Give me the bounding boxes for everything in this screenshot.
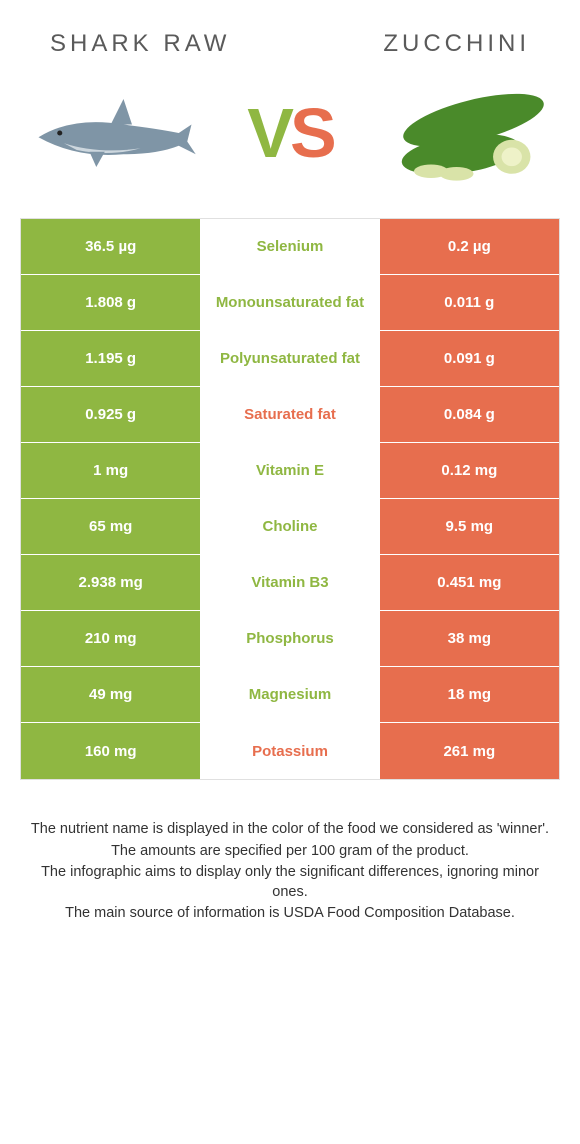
nutrient-name: Phosphorus (200, 611, 379, 666)
title-right: ZUCCHINI (383, 30, 530, 58)
value-left: 0.925 g (21, 387, 200, 442)
value-right: 0.2 µg (380, 219, 559, 274)
table-row: 0.925 gSaturated fat0.084 g (21, 387, 559, 443)
value-left: 1.195 g (21, 331, 200, 386)
title-left: SHARK RAW (50, 30, 230, 58)
value-right: 38 mg (380, 611, 559, 666)
titles-row: SHARK RAW ZUCCHINI (0, 0, 580, 68)
nutrient-name: Choline (200, 499, 379, 554)
nutrient-name: Magnesium (200, 667, 379, 722)
value-right: 0.451 mg (380, 555, 559, 610)
value-left: 2.938 mg (21, 555, 200, 610)
vs-v: V (247, 93, 290, 173)
table-row: 2.938 mgVitamin B30.451 mg (21, 555, 559, 611)
table-row: 65 mgCholine9.5 mg (21, 499, 559, 555)
value-left: 49 mg (21, 667, 200, 722)
nutrient-name: Vitamin E (200, 443, 379, 498)
table-row: 160 mgPotassium261 mg (21, 723, 559, 779)
value-right: 261 mg (380, 723, 559, 779)
hero-row: VS (0, 68, 580, 218)
nutrient-name: Vitamin B3 (200, 555, 379, 610)
footer-line: The infographic aims to display only the… (30, 863, 550, 902)
value-left: 1.808 g (21, 275, 200, 330)
nutrient-name: Selenium (200, 219, 379, 274)
value-right: 0.091 g (380, 331, 559, 386)
footer-line: The amounts are specified per 100 gram o… (30, 842, 550, 862)
nutrition-table: 36.5 µgSelenium0.2 µg1.808 gMonounsatura… (20, 218, 560, 780)
vs-label: VS (247, 93, 332, 173)
table-row: 49 mgMagnesium18 mg (21, 667, 559, 723)
table-row: 210 mgPhosphorus38 mg (21, 611, 559, 667)
table-row: 1 mgVitamin E0.12 mg (21, 443, 559, 499)
table-row: 36.5 µgSelenium0.2 µg (21, 219, 559, 275)
footer-notes: The nutrient name is displayed in the co… (0, 780, 580, 924)
value-left: 36.5 µg (21, 219, 200, 274)
value-left: 65 mg (21, 499, 200, 554)
value-right: 0.011 g (380, 275, 559, 330)
value-left: 1 mg (21, 443, 200, 498)
shark-image (30, 78, 200, 188)
table-row: 1.808 gMonounsaturated fat0.011 g (21, 275, 559, 331)
footer-line: The nutrient name is displayed in the co… (30, 820, 550, 840)
vs-s: S (290, 93, 333, 173)
footer-line: The main source of information is USDA F… (30, 904, 550, 924)
zucchini-image (380, 78, 550, 188)
nutrient-name: Polyunsaturated fat (200, 331, 379, 386)
table-row: 1.195 gPolyunsaturated fat0.091 g (21, 331, 559, 387)
nutrient-name: Potassium (200, 723, 379, 779)
value-left: 160 mg (21, 723, 200, 779)
value-right: 9.5 mg (380, 499, 559, 554)
value-right: 0.12 mg (380, 443, 559, 498)
value-left: 210 mg (21, 611, 200, 666)
value-right: 18 mg (380, 667, 559, 722)
nutrient-name: Saturated fat (200, 387, 379, 442)
value-right: 0.084 g (380, 387, 559, 442)
nutrient-name: Monounsaturated fat (200, 275, 379, 330)
